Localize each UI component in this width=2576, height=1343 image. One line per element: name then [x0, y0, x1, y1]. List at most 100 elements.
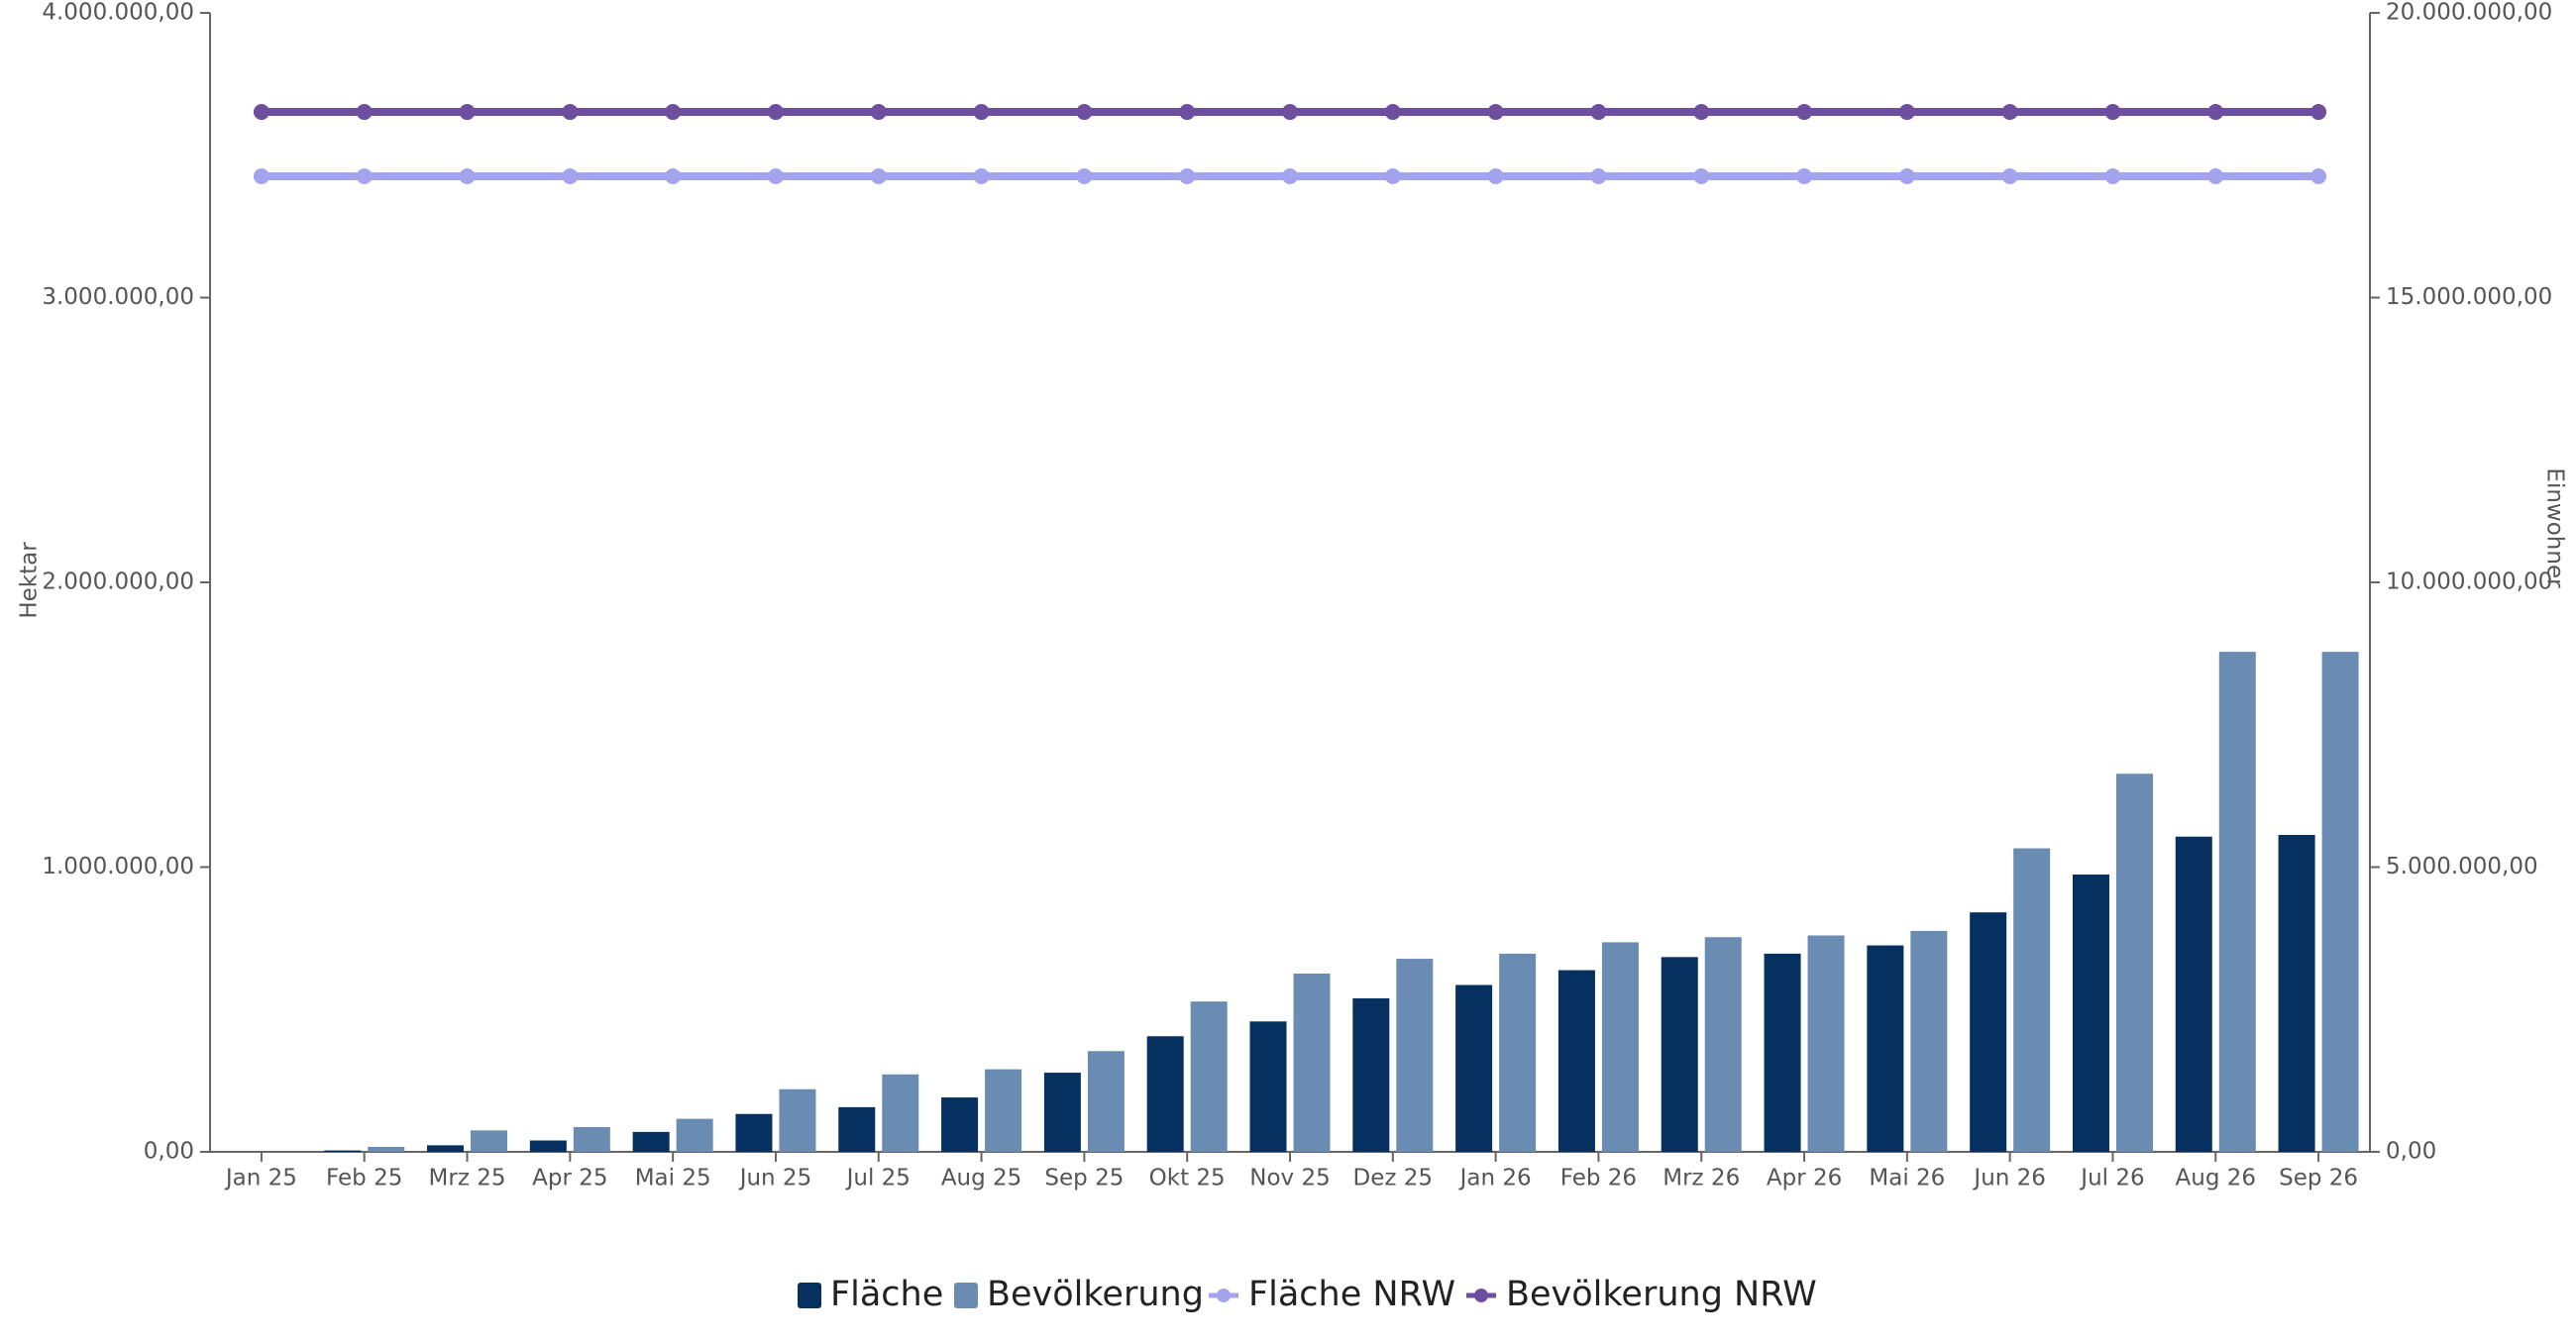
legend-label[interactable]: Fläche — [830, 1275, 943, 1314]
legend-label[interactable]: Bevölkerung — [987, 1275, 1204, 1314]
bar — [529, 1140, 567, 1152]
line-point — [2104, 104, 2121, 121]
bar — [676, 1118, 713, 1152]
bar — [1601, 942, 1639, 1152]
line-point — [2310, 104, 2327, 121]
legend-marker — [1217, 1289, 1231, 1302]
line-point — [973, 168, 990, 185]
line-point — [1898, 168, 1915, 185]
bar — [1499, 953, 1537, 1152]
y-tick-label: 0,00 — [144, 1139, 194, 1165]
bar — [1764, 953, 1801, 1152]
line-point — [1384, 168, 1401, 185]
y2-tick-label: 15.000.000,00 — [2386, 284, 2552, 310]
x-tick-label: Mrz 26 — [1663, 1166, 1740, 1191]
y2-tick-label: 10.000.000,00 — [2386, 569, 2552, 595]
bar — [2072, 874, 2109, 1152]
bar — [2278, 835, 2315, 1152]
y-axis-title: Hektar — [17, 542, 43, 619]
line-point — [2207, 104, 2224, 121]
line-point — [1179, 168, 1196, 185]
x-tick-label: Jan 25 — [224, 1166, 297, 1191]
line-point — [665, 104, 682, 121]
line-point — [2001, 104, 2018, 121]
bar — [941, 1097, 979, 1152]
bar — [1867, 945, 1904, 1152]
x-tick-label: Sep 25 — [1044, 1166, 1124, 1191]
bar — [735, 1113, 773, 1152]
x-tick-label: Feb 25 — [326, 1166, 402, 1191]
bar — [471, 1130, 508, 1152]
line-point — [1282, 104, 1298, 121]
bar — [2218, 652, 2256, 1152]
x-tick-label: Mai 26 — [1869, 1166, 1945, 1191]
x-tick-label: Aug 26 — [2176, 1166, 2257, 1191]
bar — [2013, 848, 2051, 1152]
y-tick-label: 1.000.000,00 — [42, 854, 194, 879]
line-point — [1590, 168, 1607, 185]
line-point — [1076, 104, 1093, 121]
legend-marker[interactable] — [954, 1283, 978, 1308]
y2-tick-label: 20.000.000,00 — [2386, 0, 2552, 26]
bar — [427, 1145, 465, 1152]
x-tick-label: Jan 26 — [1458, 1166, 1532, 1191]
y2-axis-title: Einwohner — [2542, 467, 2568, 588]
bar — [1293, 974, 1331, 1152]
bar — [1807, 935, 1845, 1152]
x-tick-label: Nov 25 — [1249, 1166, 1330, 1191]
bar — [2175, 836, 2212, 1152]
line-point — [1796, 104, 1813, 121]
bar — [2321, 652, 2359, 1152]
bar — [1557, 970, 1595, 1152]
line-point — [665, 168, 682, 185]
bar — [882, 1074, 919, 1152]
x-tick-label: Jun 26 — [1972, 1166, 2046, 1191]
line-point — [2104, 168, 2121, 185]
bar — [573, 1126, 610, 1152]
line-point — [870, 104, 887, 121]
y2-tick-label: 5.000.000,00 — [2386, 854, 2538, 879]
x-tick-label: Feb 26 — [1560, 1166, 1637, 1191]
legend-label[interactable]: Bevölkerung NRW — [1506, 1275, 1817, 1314]
bar — [1396, 959, 1434, 1152]
line-point — [1384, 104, 1401, 121]
x-tick-label: Apr 25 — [532, 1166, 607, 1191]
line-point — [253, 168, 269, 185]
line-point — [1590, 104, 1607, 121]
bar — [1352, 998, 1390, 1152]
legend-marker[interactable] — [798, 1283, 821, 1308]
x-tick-label: Apr 26 — [1767, 1166, 1842, 1191]
line-point — [2001, 168, 2018, 185]
bar — [324, 1150, 362, 1152]
x-tick-label: Okt 25 — [1149, 1166, 1226, 1191]
legend-label[interactable]: Fläche NRW — [1248, 1275, 1455, 1314]
x-tick-label: Sep 26 — [2279, 1166, 2358, 1191]
bar — [368, 1146, 405, 1152]
bar — [632, 1131, 670, 1152]
line-point — [1693, 168, 1710, 185]
x-tick-label: Aug 25 — [941, 1166, 1022, 1191]
bar — [2115, 774, 2153, 1152]
line-point — [459, 104, 476, 121]
y-tick-label: 4.000.000,00 — [42, 0, 194, 26]
bar — [1910, 930, 1948, 1152]
x-tick-label: Mrz 25 — [429, 1166, 506, 1191]
bar — [1190, 1001, 1228, 1152]
line-point — [562, 168, 579, 185]
line-point — [356, 168, 373, 185]
line-point — [870, 168, 887, 185]
bar — [1249, 1021, 1287, 1152]
line-point — [973, 104, 990, 121]
line-point — [2310, 168, 2327, 185]
x-tick-label: Jul 25 — [845, 1166, 911, 1191]
y-tick-label: 2.000.000,00 — [42, 569, 194, 595]
x-tick-label: Mai 25 — [635, 1166, 711, 1191]
x-tick-label: Jul 26 — [2079, 1166, 2144, 1191]
bar — [1146, 1036, 1184, 1152]
bar — [1087, 1051, 1125, 1152]
line-point — [1487, 104, 1504, 121]
line-point — [459, 168, 476, 185]
line-point — [1796, 168, 1813, 185]
y2-tick-label: 0,00 — [2386, 1139, 2436, 1165]
